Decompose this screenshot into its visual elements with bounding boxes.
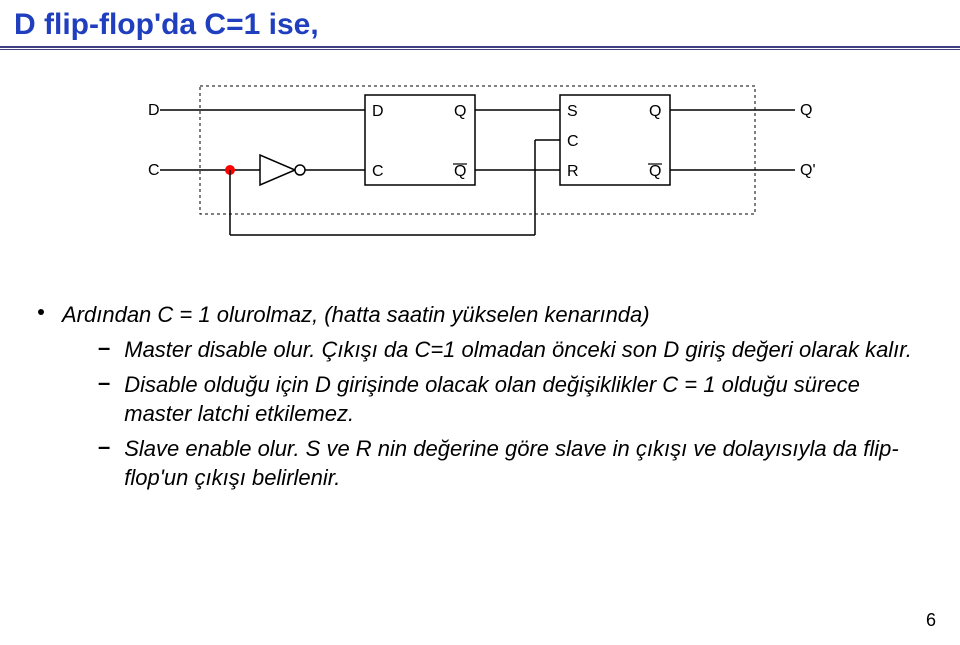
inverter-bubble: [295, 165, 305, 175]
label-latch1-c: C: [372, 163, 384, 180]
sub-bullet-3-text: Slave enable olur. S ve R nin değerine g…: [124, 434, 918, 492]
label-latch2-c: C: [567, 133, 579, 150]
sub-bullet-1-text: Master disable olur. Çıkışı da C=1 olmad…: [124, 335, 912, 364]
page-number: 6: [926, 610, 936, 631]
dash-icon: –: [98, 432, 110, 461]
dashed-boundary: [200, 86, 755, 214]
sub-bullet-3: – Slave enable olur. S ve R nin değerine…: [98, 434, 918, 492]
title-block: D flip-flop'da C=1 ise,: [0, 8, 960, 50]
title-underline: [0, 46, 960, 50]
bullet-top: Ardından C = 1 olurolmaz, (hatta saatin …: [38, 300, 918, 329]
inverter-body: [260, 155, 295, 185]
label-q-outer: Q: [800, 102, 812, 119]
label-latch2-q: Q: [649, 103, 661, 120]
circuit-diagram: D C Q Q' D C Q Q S C R Q Q: [140, 80, 820, 250]
bullet-top-text: Ardından C = 1 olurolmaz, (hatta saatin …: [62, 300, 650, 329]
bullet-dot: [38, 309, 44, 315]
page-title: D flip-flop'da C=1 ise,: [0, 8, 960, 42]
label-latch1-d: D: [372, 103, 384, 120]
label-latch1-qb: Q: [454, 163, 466, 180]
label-d-outer: D: [148, 102, 160, 119]
label-latch2-qb: Q: [649, 163, 661, 180]
sub-bullet-2: – Disable olduğu için D girişinde olacak…: [98, 370, 918, 428]
label-latch1-q: Q: [454, 103, 466, 120]
dash-icon: –: [98, 368, 110, 397]
dash-icon: –: [98, 333, 110, 362]
label-qp-outer: Q': [800, 162, 816, 179]
label-latch2-r: R: [567, 163, 579, 180]
sub-bullet-2-text: Disable olduğu için D girişinde olacak o…: [124, 370, 918, 428]
label-c-outer: C: [148, 162, 160, 179]
bullet-list: Ardından C = 1 olurolmaz, (hatta saatin …: [38, 300, 918, 498]
sub-bullet-1: – Master disable olur. Çıkışı da C=1 olm…: [98, 335, 918, 364]
label-latch2-s: S: [567, 103, 578, 120]
